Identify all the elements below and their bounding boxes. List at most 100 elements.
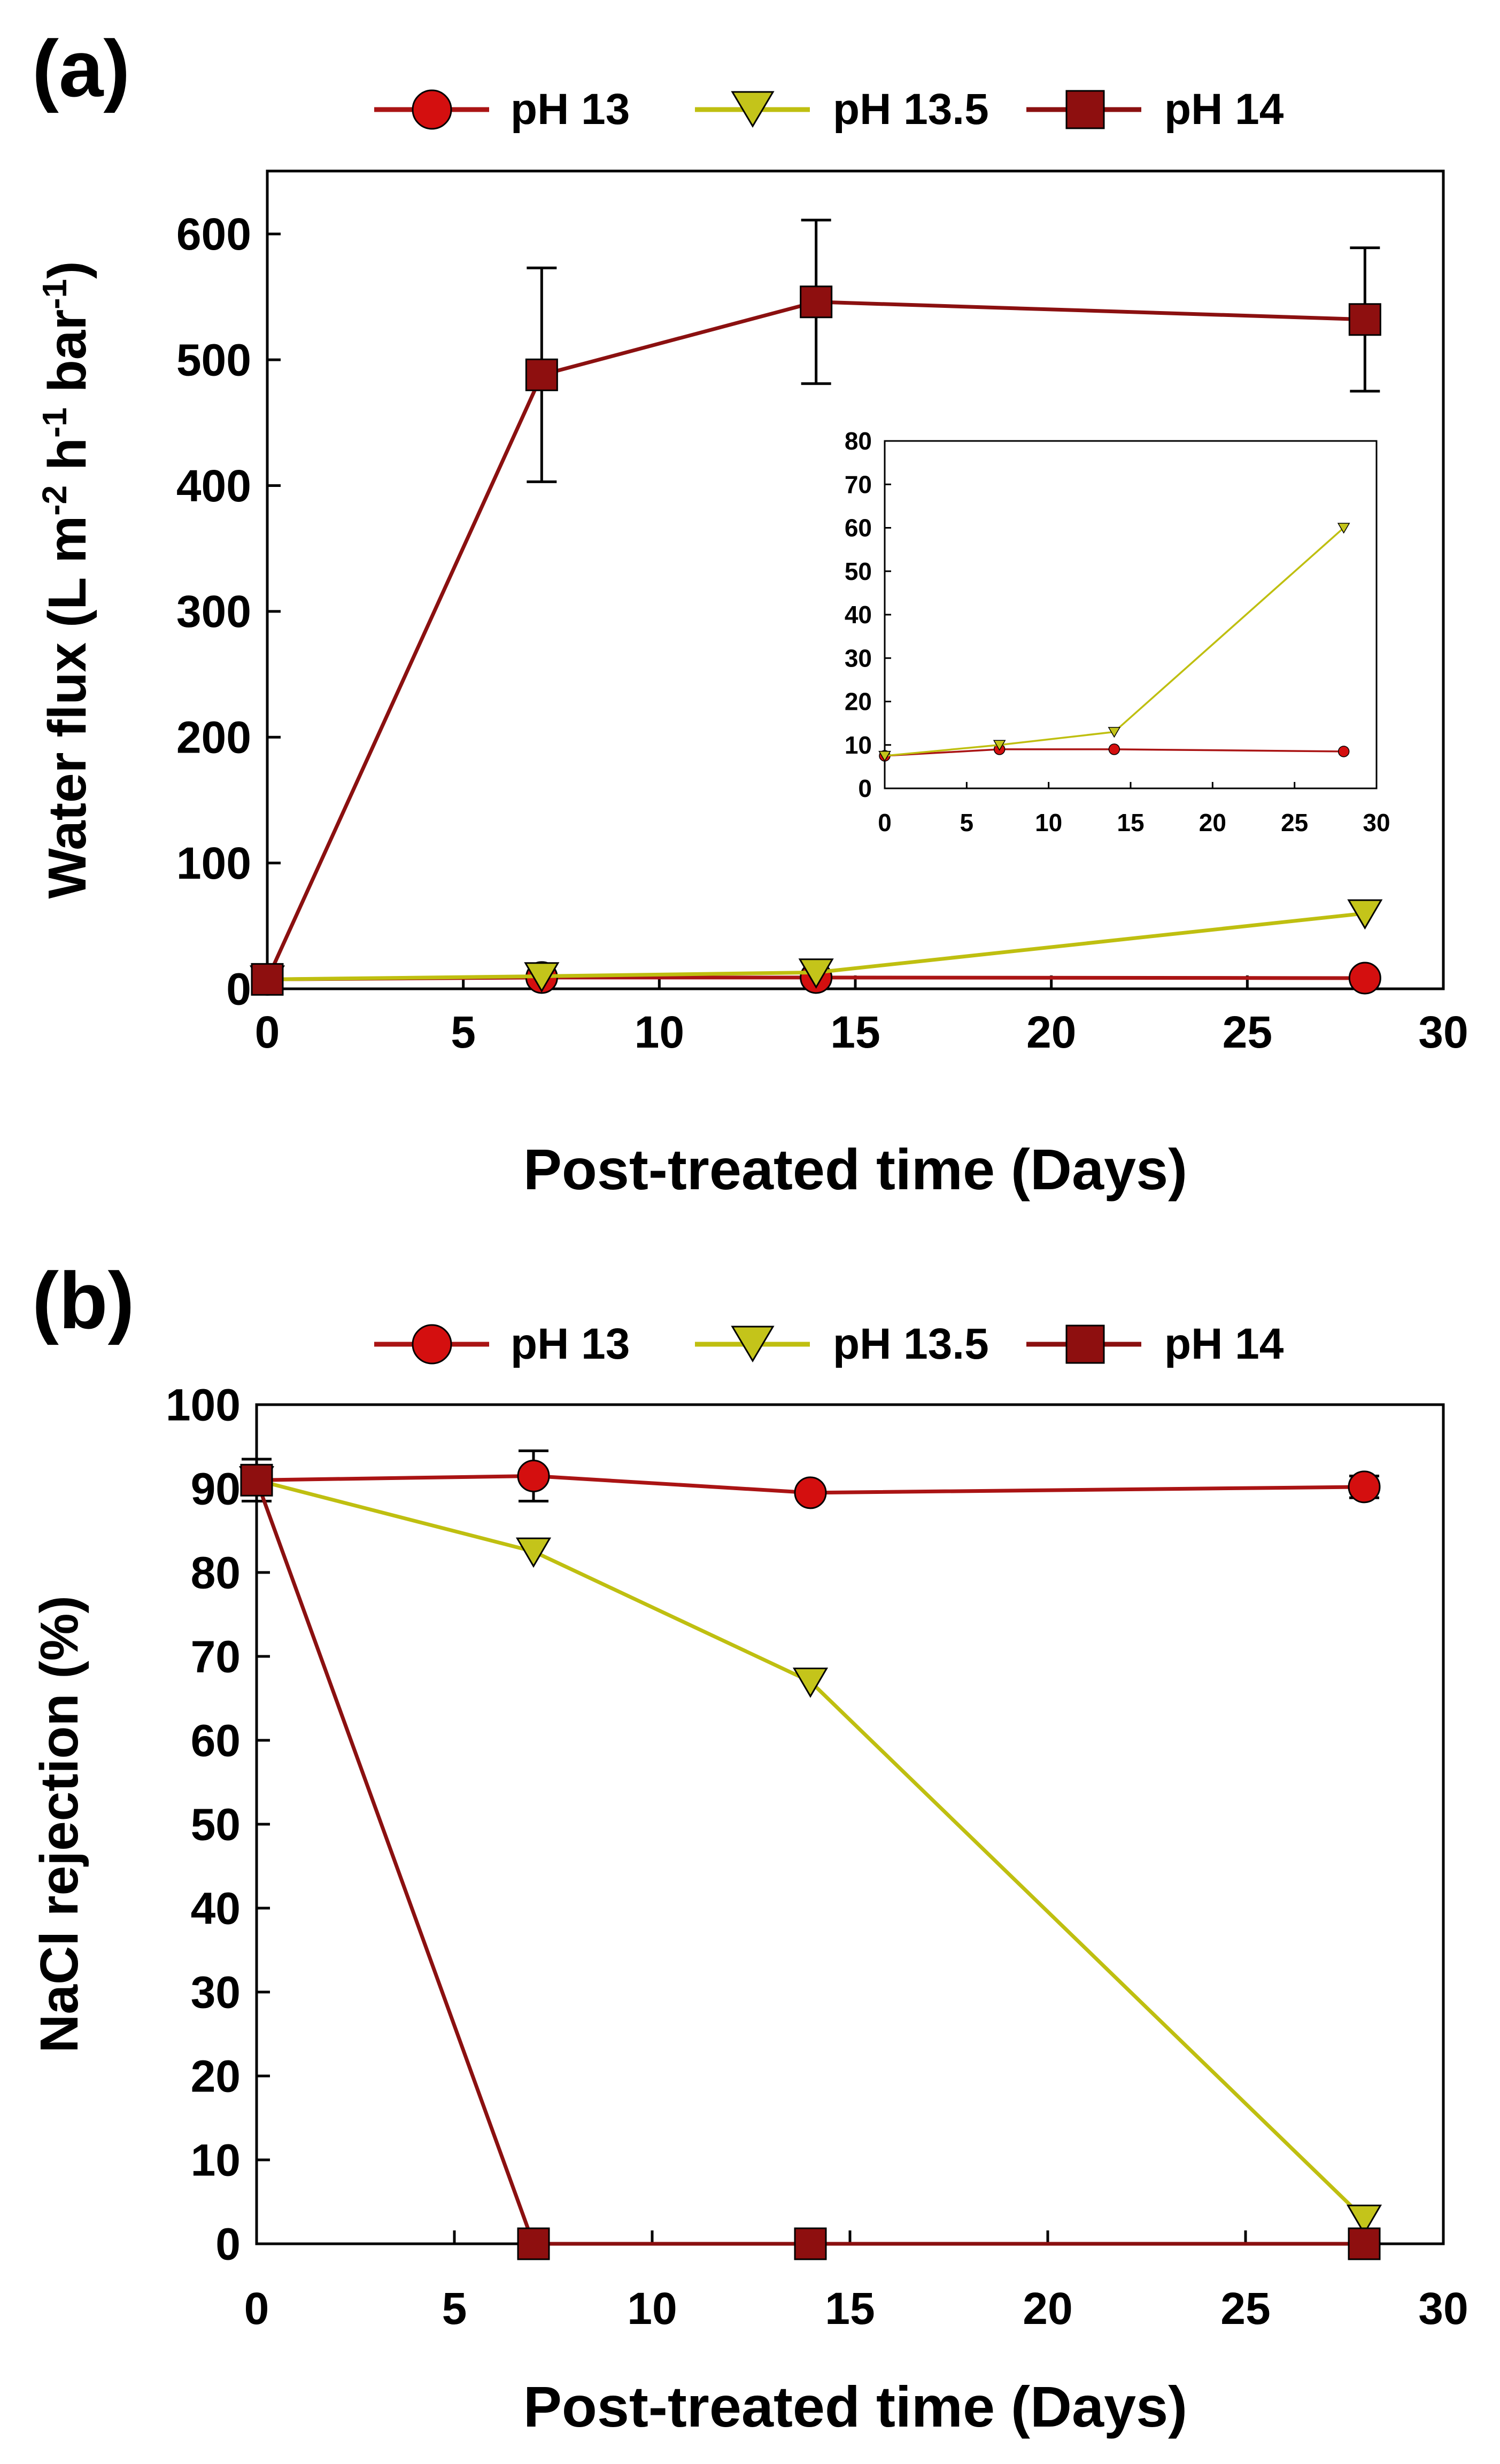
panel-b-plot-frame [255, 1403, 1445, 2245]
y-tick-label: 20 [191, 2051, 241, 2101]
x-tick-label: 15 [1117, 809, 1144, 836]
y-tick-label: 40 [845, 601, 872, 629]
legend-ph14-label: pH 14 [1164, 1320, 1284, 1368]
series-ph13-line [256, 1474, 1365, 1495]
x-tick-label: 25 [1281, 809, 1308, 836]
y-tick-label: 0 [858, 774, 872, 802]
series-ph13-point [1348, 962, 1381, 995]
x-tick-label: 5 [960, 809, 974, 836]
series-ph14-point [525, 358, 558, 391]
x-tick-label: 20 [1199, 809, 1226, 836]
x-tick-label: 30 [1418, 2283, 1468, 2334]
series-ph13 [240, 1449, 1381, 1509]
series-ph13-point [794, 1476, 827, 1509]
x-tick-label: 20 [1026, 1007, 1076, 1057]
series-ph135-point [1347, 899, 1383, 930]
x-tick-label: 25 [1220, 2283, 1270, 2334]
series-ph14-line [265, 300, 1365, 980]
x-tick-label: 15 [825, 2283, 875, 2334]
y-tick-label: 60 [191, 1715, 241, 1765]
series-ph14-point [794, 2227, 827, 2260]
series-ph135-point [515, 1537, 552, 1568]
panel-a-legend: pH 13 pH 13.5 pH 14 [374, 85, 1284, 134]
panel-a-y-axis-label: Water flux (L m-2 h-1 bar-1) [35, 261, 97, 898]
y-tick-label: 300 [176, 586, 251, 637]
y-tick-label: 40 [191, 1883, 241, 1933]
legend-ph13-label: pH 13 [511, 85, 630, 134]
y-tick-label: 50 [845, 557, 872, 585]
panel-b-x-axis-label: Post-treated time (Days) [523, 2374, 1187, 2439]
panel-a-label: (a) [32, 24, 130, 113]
y-tick-label: 80 [845, 427, 872, 455]
panel-a-series [249, 219, 1383, 996]
legend-ph13: pH 13 [374, 85, 630, 134]
series-ph135 [878, 523, 1350, 762]
series-ph135-point [792, 1667, 829, 1698]
legend-ph135-label: pH 13.5 [833, 1320, 989, 1368]
series-ph135-point [1346, 2204, 1382, 2235]
legend-ph135: pH 13.5 [695, 85, 989, 134]
series-ph14-point [517, 2227, 550, 2260]
legend-ph13-label: pH 13 [511, 1320, 630, 1368]
x-tick-label: 30 [1363, 809, 1390, 836]
series-ph14 [251, 219, 1381, 996]
series-ph13-line [884, 748, 1344, 757]
y-tick-label: 70 [191, 1631, 241, 1682]
panel-a-water-flux-chart: (a) pH 13 pH 13.5 pH 14 0 5 10 15 20 25 300100… [32, 24, 1468, 1202]
x-tick-label: 0 [878, 809, 892, 836]
x-tick-label: 10 [627, 2283, 677, 2334]
x-tick-label: 20 [1023, 2283, 1072, 2334]
y-tick-label: 100 [176, 838, 251, 888]
y-tick-label: 30 [845, 644, 872, 672]
y-tick-label: 0 [215, 2219, 241, 2269]
panel-b-label: (b) [32, 1256, 135, 1345]
legend-ph14-label: pH 14 [1164, 85, 1284, 134]
inset-axis-ticks: 0 5 10 15 20 25 30 0 10 20 30 40 50 60 70 80 [845, 427, 1390, 836]
series-ph13-point [1108, 743, 1120, 755]
x-tick-label: 5 [442, 2283, 467, 2334]
inset-plot-frame [884, 440, 1378, 789]
panel-b-legend: pH 13 pH 13.5 pH 14 [374, 1320, 1284, 1368]
y-tick-label: 200 [176, 712, 251, 763]
legend-ph14: pH 14 [1026, 85, 1284, 134]
series-ph13-point [1348, 1470, 1381, 1504]
panel-a-inset: 0 5 10 15 20 25 30 0 10 20 30 40 50 60 70 80 [845, 427, 1390, 836]
series-ph135-line [267, 911, 1365, 981]
series-ph135-point [1108, 727, 1121, 738]
series-ph135-line [884, 527, 1344, 757]
series-ph135-point [993, 740, 1006, 751]
x-tick-label: 0 [244, 2283, 269, 2334]
y-tick-label: 400 [176, 461, 251, 511]
series-ph14-point [800, 285, 833, 319]
panel-b-y-axis-label: NaCl rejection (%) [29, 1595, 89, 2053]
y-tick-label: 50 [191, 1799, 241, 1849]
y-tick-label: 20 [845, 688, 872, 716]
y-tick-label: 0 [226, 964, 251, 1014]
y-tick-label: 90 [191, 1463, 241, 1514]
x-tick-label: 5 [451, 1007, 476, 1057]
x-tick-label: 25 [1223, 1007, 1272, 1057]
series-ph13 [879, 743, 1350, 762]
x-tick-label: 30 [1418, 1007, 1468, 1057]
y-tick-label: 10 [845, 731, 872, 759]
x-tick-label: 15 [830, 1007, 880, 1057]
series-ph13-point [1337, 746, 1350, 757]
panel-a-x-axis-label: Post-treated time (Days) [523, 1137, 1187, 1202]
y-tick-label: 70 [845, 470, 872, 498]
legend-ph135: pH 13.5 [695, 1320, 989, 1368]
y-tick-label: 60 [845, 514, 872, 542]
panel-b-series [238, 1449, 1382, 2260]
panel-b-nacl-rejection-chart: (b) pH 13 pH 13.5 pH 14 0 5 10 15 20 25 30 0 10 2… [29, 1256, 1468, 2439]
x-tick-label: 10 [635, 1007, 684, 1057]
x-tick-label: 10 [1035, 809, 1062, 836]
series-ph14-point [1348, 2227, 1381, 2260]
y-tick-label: 10 [191, 2135, 241, 2185]
legend-ph13: pH 13 [374, 1320, 630, 1368]
series-ph14-point [251, 963, 284, 996]
series-ph135 [238, 1466, 1382, 2235]
series-ph135-point [1337, 523, 1350, 534]
series-ph135-point [798, 958, 834, 989]
inset-series [878, 523, 1350, 762]
y-tick-label: 100 [166, 1380, 241, 1430]
